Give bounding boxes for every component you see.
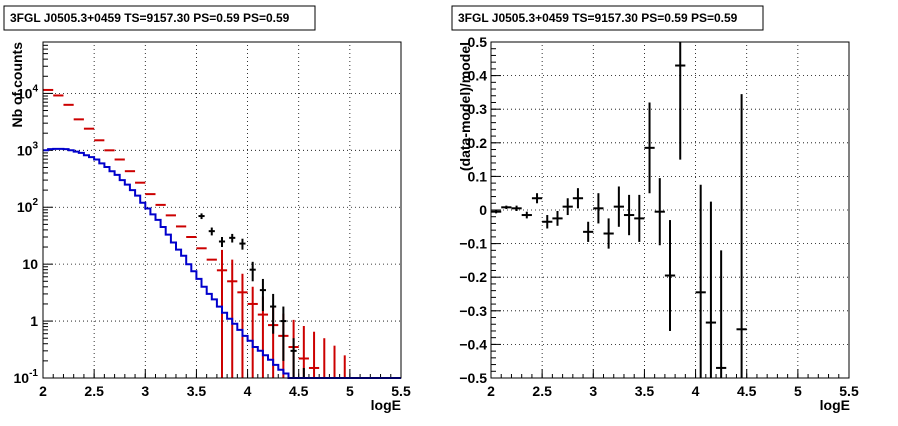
left-xtick-label: 5.5 bbox=[391, 383, 411, 399]
left-xtick-label: 5 bbox=[346, 383, 354, 399]
obs-histogram-line bbox=[43, 147, 401, 379]
left-xtick-label: 2.5 bbox=[84, 383, 104, 399]
left-ytick-label: 104 bbox=[17, 83, 39, 101]
left-grid bbox=[43, 42, 401, 378]
left-xtick-label: 4 bbox=[244, 383, 252, 399]
right-xtick-label: 4.5 bbox=[737, 383, 757, 399]
left-ytick-label: 103 bbox=[17, 140, 39, 158]
left-xtick-label: 2 bbox=[39, 383, 47, 399]
left-xtick-label: 4.5 bbox=[289, 383, 309, 399]
right-ytick-label: 0.5 bbox=[468, 34, 488, 50]
right-xlabel: logE bbox=[820, 397, 850, 413]
left-ytick-label: 102 bbox=[17, 197, 39, 215]
left-xtick-label: 3 bbox=[141, 383, 149, 399]
right-ytick-label: 0 bbox=[479, 202, 487, 218]
right-xtick-label: 2 bbox=[487, 383, 495, 399]
left-ytick-label: 10 bbox=[22, 256, 38, 272]
left-xlabel: logE bbox=[371, 397, 401, 413]
right-ytick-label: −0.3 bbox=[459, 303, 487, 319]
right-xtick-label: 3.5 bbox=[635, 383, 655, 399]
right-ticks: 2 2.5 3 3.5 4 4.5 5 5.5 −0.5 −0.4 −0.3 −0.2 −0.1 0 0.1… bbox=[459, 34, 859, 399]
right-ytick-label: −0.1 bbox=[459, 236, 487, 252]
left-frame bbox=[42, 41, 402, 379]
left-marks bbox=[43, 88, 401, 379]
left-ylabel: Nb of counts bbox=[9, 42, 25, 128]
right-ytick-label: −0.5 bbox=[459, 370, 487, 386]
right-ytick-label: −0.2 bbox=[459, 269, 487, 285]
right-panel: 3FGL J0505.3+0459 TS=9157.30 PS=0.59 PS=… bbox=[451, 5, 859, 413]
right-xtick-label: 2.5 bbox=[532, 383, 552, 399]
right-ytick-label: 0.3 bbox=[468, 101, 488, 117]
right-ytick-label: 0.4 bbox=[468, 68, 488, 84]
right-xtick-label: 3 bbox=[589, 383, 597, 399]
right-ytick-label: −0.4 bbox=[459, 336, 487, 352]
right-xtick-label: 5 bbox=[794, 383, 802, 399]
right-grid bbox=[491, 42, 849, 378]
right-ytick-label: 0.2 bbox=[468, 135, 488, 151]
left-title: 3FGL J0505.3+0459 TS=9157.30 PS=0.59 PS=… bbox=[10, 11, 290, 25]
right-title-box bbox=[451, 5, 764, 31]
right-xtick-label: 5.5 bbox=[839, 383, 859, 399]
right-marks bbox=[491, 42, 747, 378]
left-panel: 3FGL J0505.3+0459 TS=9157.30 PS=0.59 PS=… bbox=[3, 5, 411, 413]
right-ytick-label: 0.1 bbox=[468, 168, 488, 184]
right-title: 3FGL J0505.3+0459 TS=9157.30 PS=0.59 PS=… bbox=[458, 11, 738, 25]
left-ytick-label: 10-1 bbox=[14, 368, 39, 386]
left-title-box bbox=[3, 5, 316, 31]
right-frame bbox=[490, 41, 850, 379]
left-xtick-label: 3.5 bbox=[187, 383, 207, 399]
right-xtick-label: 4 bbox=[692, 383, 700, 399]
left-ticks: 2 2.5 3 3.5 4 4.5 5 5.5 10-1 1 10 102 103 104 bbox=[14, 41, 411, 399]
right-ylabel: (data-model)/model bbox=[457, 42, 473, 171]
left-ytick-label: 1 bbox=[30, 313, 38, 329]
